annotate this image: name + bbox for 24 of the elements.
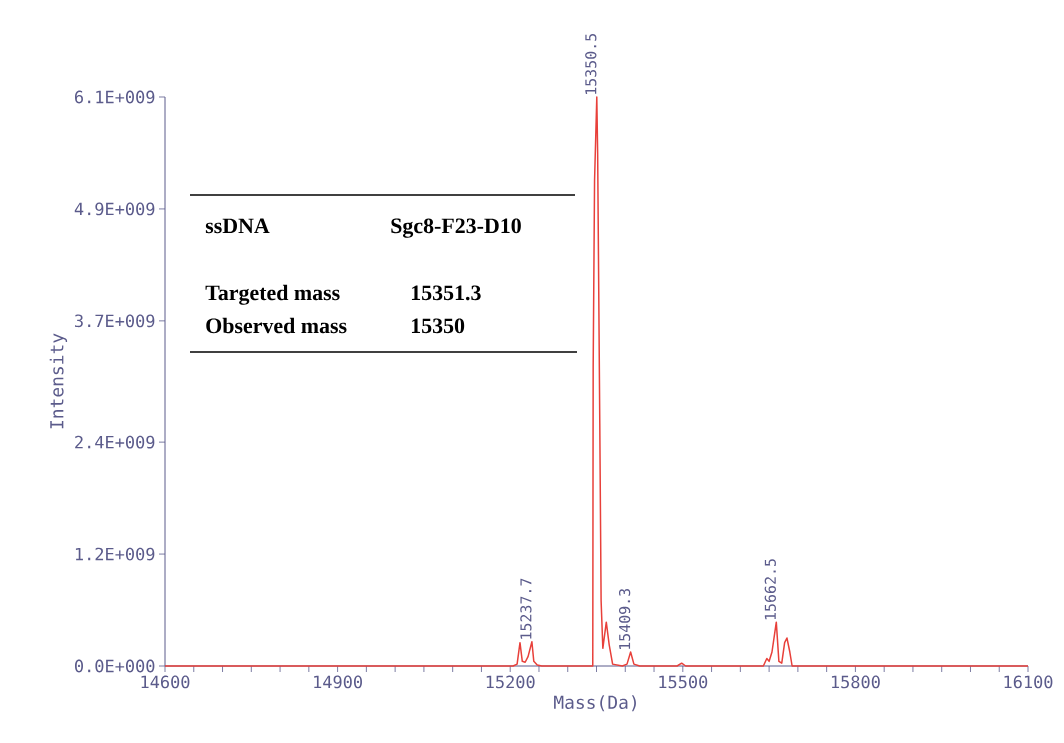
x-tick-label: 14600 — [141, 675, 190, 689]
y-tick-label: 4.9E+009 — [74, 202, 155, 216]
y-tick-label: 2.4E+009 — [75, 435, 155, 449]
x-axis-title: Mass(Da) — [554, 695, 636, 712]
annotation: 15350.5 — [585, 34, 597, 94]
x-tick-label: 15500 — [659, 675, 708, 689]
y-axis-title: Intensity — [49, 333, 68, 429]
annotation: Observed mass — [206, 317, 347, 334]
annotation: 15409.3 — [618, 588, 631, 650]
annotation: Targeted mass — [205, 284, 340, 305]
annotation: 15350 — [411, 318, 465, 334]
x-tick-label: 15800 — [831, 675, 880, 689]
y-tick-label: 1.2E+009 — [75, 547, 155, 561]
annotation: 15237.7 — [520, 578, 532, 639]
annotation: 15662.5 — [764, 559, 776, 620]
x-tick-label: 15200 — [486, 675, 535, 689]
y-tick-label: 6.1E+009 — [75, 90, 155, 104]
x-tick-label: 14900 — [314, 675, 362, 689]
annotation: ssDNA — [205, 218, 270, 234]
y-tick-label: 3.7E+009 — [75, 314, 155, 328]
annotation: Sgc8-F23-D10 — [391, 218, 521, 238]
annotation: 15351.3 — [411, 285, 481, 301]
y-tick-label: 0.0E+000 — [75, 659, 155, 673]
x-tick-label: 16100 — [1004, 675, 1053, 689]
